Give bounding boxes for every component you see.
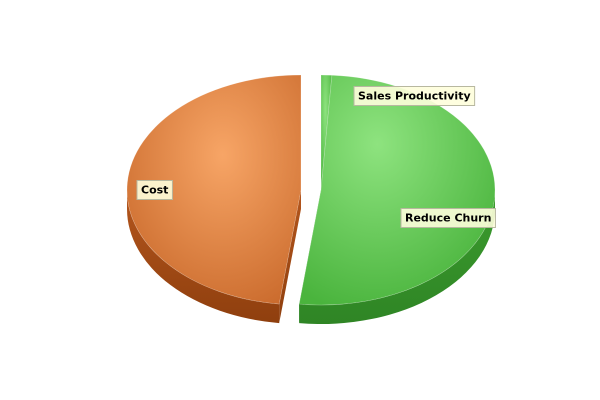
pie-label-text: Cost [141, 184, 168, 197]
pie-label-cost: Cost [136, 180, 173, 200]
pie-side-reduce-churn [299, 190, 495, 324]
pie-slice-cost[interactable] [126, 74, 302, 305]
pie-label-text: Sales Productivity [358, 90, 471, 103]
pie-label-box [400, 208, 496, 228]
pie-label-reduce-churn: Reduce Churn [400, 208, 496, 228]
pie-side-cost [127, 190, 280, 324]
pie-label-box [136, 180, 173, 200]
pie-label-text: Reduce Churn [405, 212, 491, 225]
pie-label-sales-productivity: Sales Productivity [353, 86, 476, 106]
pie-cut-face-cost-0 [279, 190, 301, 324]
pie-slice-sales-productivity[interactable] [320, 74, 333, 191]
pie-label-box [353, 86, 476, 106]
